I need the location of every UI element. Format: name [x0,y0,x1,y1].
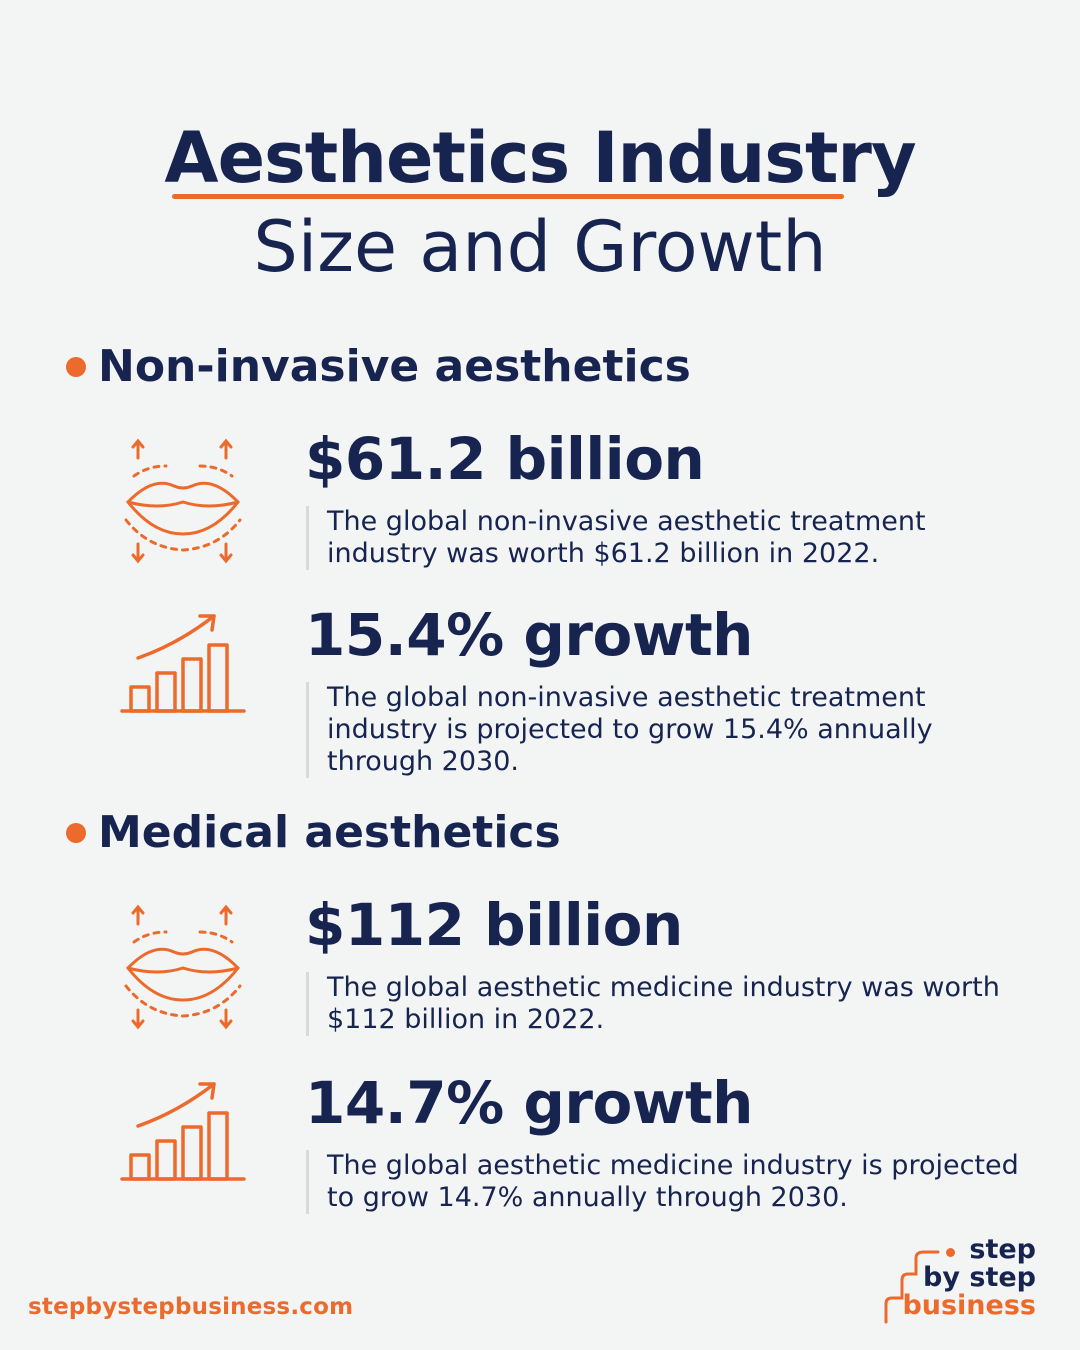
title-underline [172,194,844,199]
section-heading-medical: Medical aesthetics [66,808,561,858]
lips-icon [124,438,242,564]
stat-description: The global non-invasive aesthetic treatm… [306,682,1027,778]
bullet-dot [66,823,86,843]
stat-description: The global aesthetic medicine industry i… [306,1150,1027,1214]
section-label: Non-invasive aesthetics [98,341,691,392]
footer-url-link[interactable]: stepbystepbusiness.com [28,1294,354,1320]
lips-icon [124,904,242,1030]
stat-value: $112 billion [305,891,683,959]
page-title: Aesthetics Industry [164,117,916,199]
logo-text-by-step: by step [923,1262,1036,1293]
growth-chart-icon [120,1082,246,1181]
stat-value: 14.7% growth [305,1069,753,1137]
page-subtitle: Size and Growth [253,206,827,288]
stat-value: $61.2 billion [305,425,705,493]
brand-logo: step by step business [880,1236,1050,1326]
stat-description: The global non-invasive aesthetic treatm… [306,506,1027,570]
stat-value: 15.4% growth [305,601,753,669]
growth-chart-icon [120,614,246,713]
section-label: Medical aesthetics [98,807,561,858]
stat-description: The global aesthetic medicine industry w… [306,972,1027,1036]
logo-text-business: business [902,1290,1036,1321]
bullet-dot [66,357,86,377]
logo-dot [946,1248,955,1257]
logo-steps-icon [884,1250,940,1324]
section-heading-non-invasive: Non-invasive aesthetics [66,342,691,392]
logo-text-step: step [969,1234,1036,1265]
title-block: Aesthetics Industry [0,118,1080,198]
